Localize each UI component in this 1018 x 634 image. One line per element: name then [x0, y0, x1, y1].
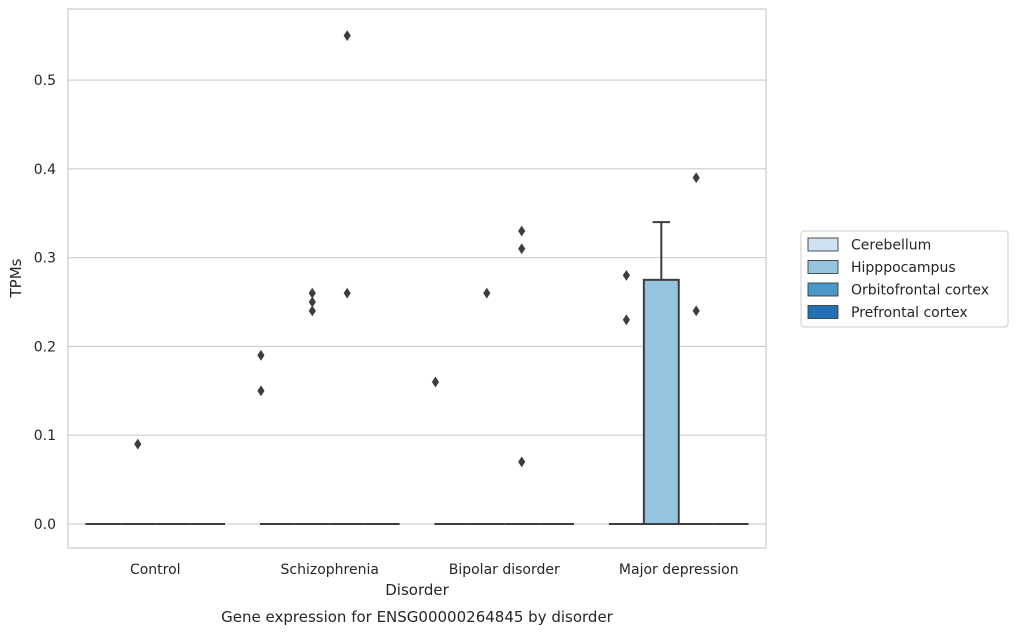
- box-1-3: [642, 278, 680, 526]
- y-tick-label-3: 0.3: [34, 251, 56, 267]
- outlier-0-3-0: [622, 269, 630, 281]
- outlier-extra-2: [431, 376, 440, 388]
- chart-caption: Gene expression for ENSG00000264845 by d…: [221, 608, 614, 626]
- outlier-2-3-0: [692, 172, 700, 184]
- y-tick-label-5: 0.5: [34, 73, 56, 89]
- outlier-extra-1: [257, 385, 265, 397]
- legend-label-1: Hipppocampus: [851, 260, 956, 276]
- outlier-2-2-2: [518, 456, 526, 468]
- outlier-extra-0: [257, 349, 265, 361]
- x-tick-label-2: Bipolar disorder: [449, 562, 560, 578]
- boxes: [85, 221, 749, 526]
- outliers: [134, 30, 700, 468]
- x-tick-label-0: Control: [130, 562, 181, 578]
- outlier-2-3-1: [692, 305, 700, 317]
- legend-swatch-2: [807, 282, 839, 297]
- x-tick-label-3: Major depression: [619, 562, 739, 578]
- outlier-2-1-1: [343, 287, 351, 299]
- outlier-2-2-1: [518, 243, 526, 255]
- outlier-1-2-0: [483, 287, 491, 299]
- x-tick-label-1: Schizophrenia: [281, 562, 379, 578]
- outlier-0-3-1: [622, 314, 630, 326]
- y-tick-labels: 0.0 0.1 0.2 0.3 0.4 0.5: [34, 73, 56, 533]
- legend-frame: [800, 230, 1009, 328]
- legend-label-3: Prefrontal cortex: [851, 305, 968, 321]
- legend-swatch-3: [807, 305, 839, 319]
- legend-label-0: Cerebellum: [851, 238, 931, 254]
- x-tick-labels: Control Schizophrenia Bipolar disorder Majo…: [130, 562, 739, 578]
- plot-frame: [67, 8, 767, 549]
- outlier-2-2-0: [518, 225, 526, 237]
- y-tick-label-1: 0.1: [34, 428, 56, 444]
- y-tick-label-2: 0.2: [34, 339, 56, 355]
- y-tick-label-0: 0.0: [34, 517, 56, 533]
- y-tick-label-4: 0.4: [34, 162, 56, 178]
- x-axis-label: Disorder: [385, 581, 449, 599]
- legend-swatch-0: [807, 237, 839, 252]
- outlier-1-0-0: [134, 438, 142, 450]
- y-axis-label: TPMs: [7, 258, 25, 298]
- outlier-1-1-1: [308, 296, 316, 308]
- legend-label-2: Orbitofrontal cortex: [851, 283, 989, 299]
- outlier-2-1-0: [343, 30, 351, 42]
- outlier-1-1-0: [308, 287, 316, 299]
- outlier-1-1-2: [308, 305, 316, 317]
- legend-swatch-1: [807, 260, 839, 274]
- legend: Cerebellum Hipppocampus Orbitofrontal cort…: [800, 230, 1009, 328]
